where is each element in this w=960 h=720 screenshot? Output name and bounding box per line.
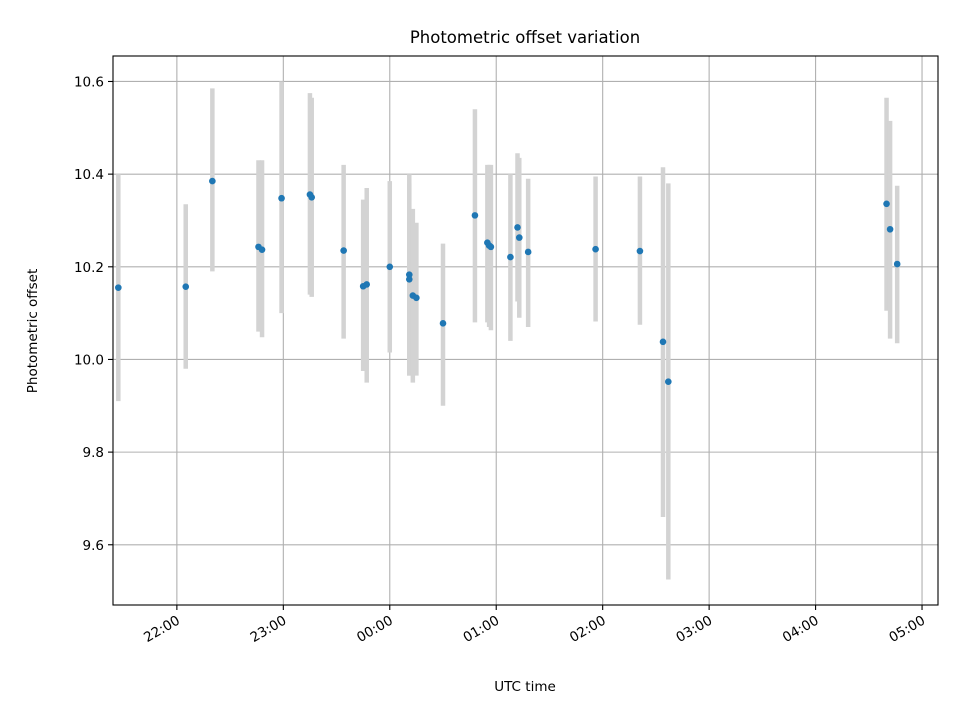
data-point: [386, 263, 394, 271]
data-point: [886, 225, 894, 233]
y-tick-label: 10.2: [74, 260, 104, 276]
data-point: [514, 224, 521, 231]
tick-layer: 22:00 23:00 00:00 01:00 02:00 03:00 04:00 05:00…: [74, 74, 928, 645]
data-point: [363, 281, 371, 288]
x-tick-label: 01:00: [461, 613, 503, 646]
point-layer: [115, 177, 901, 385]
data-point: [592, 245, 599, 253]
data-point: [413, 294, 420, 302]
x-tick-label: 03:00: [673, 613, 715, 646]
data-point: [182, 283, 190, 291]
x-tick-label: 23:00: [248, 613, 290, 646]
data-point: [659, 338, 667, 346]
data-point: [487, 243, 495, 251]
data-point: [405, 276, 413, 283]
y-axis-label: Photometric offset: [25, 269, 41, 393]
data-point: [439, 320, 447, 327]
x-tick-label: 02:00: [567, 613, 609, 646]
data-point: [471, 212, 479, 219]
data-point: [308, 194, 316, 201]
errorbar-layer: [116, 81, 900, 580]
x-tick-label: 00:00: [354, 613, 396, 646]
data-point: [636, 247, 644, 255]
y-tick-label: 10.6: [74, 74, 104, 90]
data-point: [515, 234, 523, 241]
data-point: [405, 271, 413, 278]
data-point: [524, 248, 532, 256]
grid-layer: [113, 56, 938, 605]
y-tick-label: 9.6: [83, 538, 104, 554]
x-axis-label: UTC time: [494, 679, 556, 695]
chart-title: Photometric offset variation: [410, 28, 640, 47]
data-point: [893, 260, 901, 268]
data-point: [507, 253, 514, 261]
x-tick-label: 22:00: [141, 613, 183, 646]
data-point: [665, 378, 672, 385]
y-tick-label: 9.8: [83, 445, 104, 461]
x-tick-label: 04:00: [780, 613, 822, 646]
x-tick-label: 05:00: [886, 613, 928, 646]
data-point: [278, 194, 285, 202]
data-point: [883, 200, 890, 208]
y-tick-label: 10.0: [74, 352, 104, 368]
data-point: [115, 284, 122, 291]
plot-frame: [112, 55, 939, 606]
data-point: [209, 177, 216, 185]
data-point: [340, 247, 347, 254]
y-tick-label: 10.4: [74, 167, 104, 183]
data-point: [258, 246, 266, 253]
